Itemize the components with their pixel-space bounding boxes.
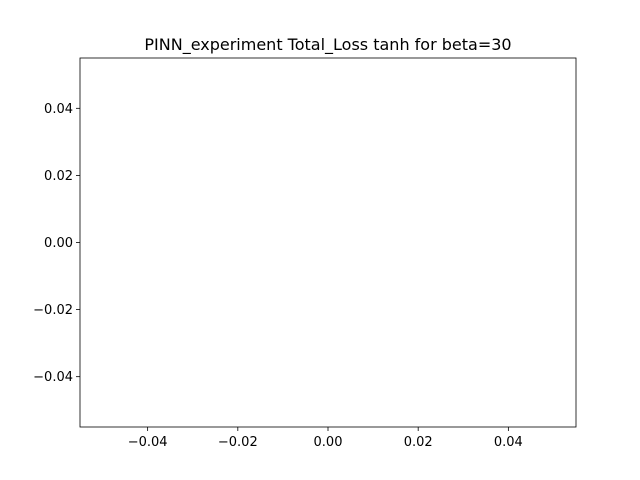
x-tick-label: −0.02 <box>218 435 258 450</box>
y-tick-label: −0.02 <box>33 303 73 318</box>
x-tick-label: 0.04 <box>494 435 523 450</box>
x-axis: −0.04 −0.02 0.00 0.02 0.04 <box>128 427 523 450</box>
y-tick-label: −0.04 <box>33 370 73 385</box>
chart-title: PINN_experiment Total_Loss tanh for beta… <box>144 35 511 55</box>
x-tick-label: −0.04 <box>128 435 168 450</box>
x-tick-label: 0.00 <box>314 435 343 450</box>
y-tick-label: 0.04 <box>44 102 73 117</box>
x-tick-label: 0.02 <box>404 435 433 450</box>
y-tick-label: 0.02 <box>44 169 73 184</box>
y-tick-label: 0.00 <box>44 236 73 251</box>
y-axis: −0.04 −0.02 0.00 0.02 0.04 <box>33 102 80 385</box>
plot-area <box>79 57 577 428</box>
